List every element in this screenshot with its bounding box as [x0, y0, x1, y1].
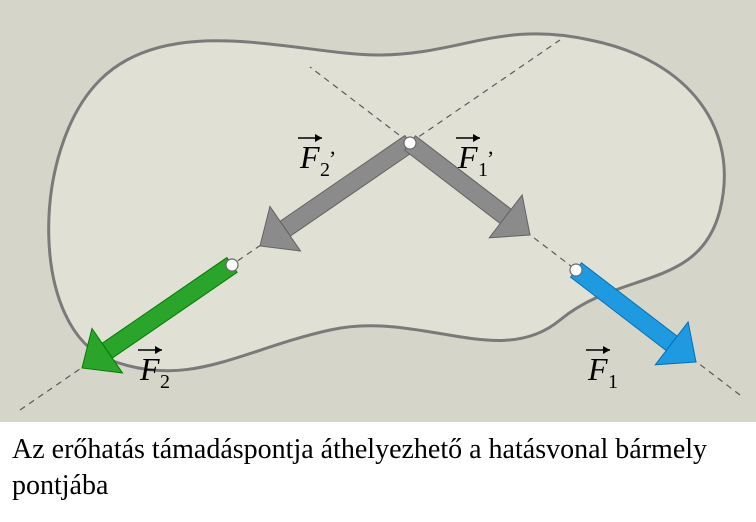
svg-text:2: 2	[160, 371, 170, 393]
svg-text:,: ,	[330, 134, 336, 159]
force-label: F1,	[456, 134, 494, 181]
diagram-svg: F2,F1,F2F1	[0, 0, 756, 422]
svg-text:1: 1	[608, 371, 618, 393]
caption-text: Az erőhatás támadáspontja áthelyezhető a…	[0, 422, 756, 505]
force-label: F2,	[298, 134, 336, 181]
svg-text:F: F	[139, 351, 160, 387]
svg-text:F: F	[457, 139, 478, 175]
diagram-panel: F2,F1,F2F1	[0, 0, 756, 422]
figure: F2,F1,F2F1 Az erőhatás támadáspontja áth…	[0, 0, 756, 505]
svg-text:2: 2	[320, 159, 330, 181]
svg-text:F: F	[299, 139, 320, 175]
svg-text:1: 1	[478, 159, 488, 181]
svg-text:,: ,	[488, 134, 494, 159]
svg-text:F: F	[587, 351, 608, 387]
